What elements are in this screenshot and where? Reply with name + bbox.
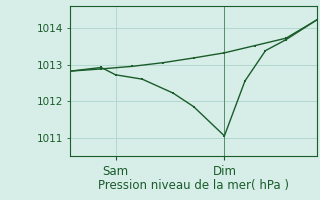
X-axis label: Pression niveau de la mer( hPa ): Pression niveau de la mer( hPa )	[98, 179, 289, 192]
